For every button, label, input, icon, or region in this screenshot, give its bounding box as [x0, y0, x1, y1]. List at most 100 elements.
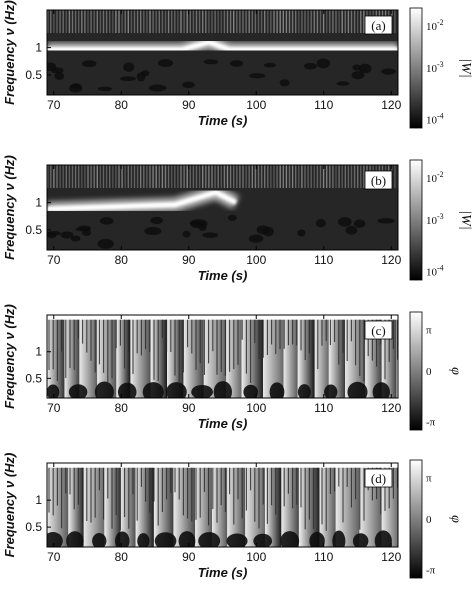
striation: [208, 10, 210, 33]
dark-blotch: [315, 219, 326, 228]
striation: [109, 165, 111, 188]
striation: [211, 10, 213, 33]
dark-blotch: [123, 62, 135, 72]
striation: [180, 165, 182, 188]
striation: [285, 10, 288, 33]
phase-blotch: [280, 531, 300, 547]
striation: [332, 10, 334, 33]
striation: [291, 10, 294, 33]
panel-label: (d): [371, 471, 386, 486]
panel-label-box: [364, 15, 393, 35]
dark-blotch: [358, 63, 372, 74]
phase-blotch: [198, 532, 221, 547]
striation: [270, 10, 272, 33]
striation: [226, 165, 229, 188]
phase-segment: [227, 467, 246, 547]
dark-blotch: [248, 234, 264, 243]
phase-blotch: [269, 382, 285, 398]
plot-frame: [46, 164, 399, 251]
striation: [350, 165, 353, 188]
panel-c: 70 80 90 100 110 120 0.5 1 Time (s) Frequency ν (…: [2, 304, 463, 431]
striation: [254, 165, 257, 188]
striation: [319, 165, 322, 188]
striation: [301, 165, 303, 188]
dark-blotch: [60, 231, 74, 239]
striation: [264, 165, 266, 188]
x-tick-label: 110: [314, 550, 333, 564]
plot-frame: [46, 9, 399, 96]
striation: [59, 165, 61, 188]
colorbar-label: |W|: [458, 58, 473, 77]
plot-area: [47, 315, 398, 398]
dark-blotch: [99, 217, 114, 225]
striation: [248, 10, 250, 33]
phase-blotch: [213, 381, 233, 398]
panel-label-box: [364, 170, 393, 190]
dark-blotch: [182, 81, 195, 89]
striation: [177, 165, 179, 188]
striation: [304, 165, 306, 188]
x-tick-label: 120: [381, 98, 401, 112]
striation: [180, 10, 182, 33]
striation: [229, 165, 232, 188]
striation: [239, 10, 241, 33]
x-tick-label: 110: [314, 253, 333, 267]
phase-segment: [68, 467, 84, 547]
x-axis-label: Time (s): [198, 113, 248, 128]
striation: [344, 165, 346, 188]
colorbar-label: φ: [448, 515, 463, 523]
striation: [115, 10, 117, 33]
striation: [279, 165, 281, 188]
phase-segment: [153, 467, 174, 547]
phase-blotch: [324, 384, 338, 398]
striation: [347, 165, 350, 188]
colorbar-tick-label: 10-4: [426, 112, 444, 127]
x-tick-label: 80: [115, 401, 129, 415]
phase-blotch: [92, 533, 107, 547]
phase-segment: [212, 467, 228, 547]
y-axis-label: Frequency ν (Hz): [2, 304, 17, 409]
phase-blotch: [297, 384, 311, 398]
striation: [344, 10, 346, 33]
striation: [136, 165, 139, 188]
phase-segment: [335, 467, 360, 547]
striation: [71, 10, 74, 33]
phase-segment: [328, 319, 346, 398]
striation: [96, 10, 98, 33]
striation: [236, 165, 238, 188]
dark-blotch: [256, 225, 270, 235]
phase-blotch: [372, 382, 390, 398]
x-tick-label: 90: [182, 401, 196, 415]
striation: [183, 10, 185, 33]
striation: [198, 165, 201, 188]
striation: [257, 165, 260, 188]
striation: [192, 165, 195, 188]
colorbar: [409, 159, 423, 281]
striation: [251, 10, 253, 33]
striation: [118, 10, 120, 33]
striation: [105, 165, 108, 188]
dark-blotch: [47, 232, 57, 239]
striation: [56, 10, 58, 33]
colorbar-tick-label: 10-4: [426, 264, 444, 279]
dark-blotch: [297, 229, 306, 237]
dark-blotch: [345, 225, 358, 235]
striation: [233, 165, 235, 188]
striation: [143, 165, 145, 188]
striation: [217, 10, 219, 33]
striation: [177, 10, 179, 33]
x-tick-label: 80: [115, 550, 129, 564]
phase-segment: [262, 319, 284, 398]
x-tick-label: 70: [47, 401, 61, 415]
striation: [158, 10, 160, 33]
striation: [130, 165, 133, 188]
dark-blotch: [352, 64, 361, 71]
dark-blotch: [279, 79, 290, 87]
dark-blotch: [351, 71, 365, 80]
striation: [167, 165, 170, 188]
phase-segment: [203, 319, 227, 398]
striation: [71, 165, 74, 188]
striation: [357, 165, 359, 188]
striation: [133, 10, 136, 33]
